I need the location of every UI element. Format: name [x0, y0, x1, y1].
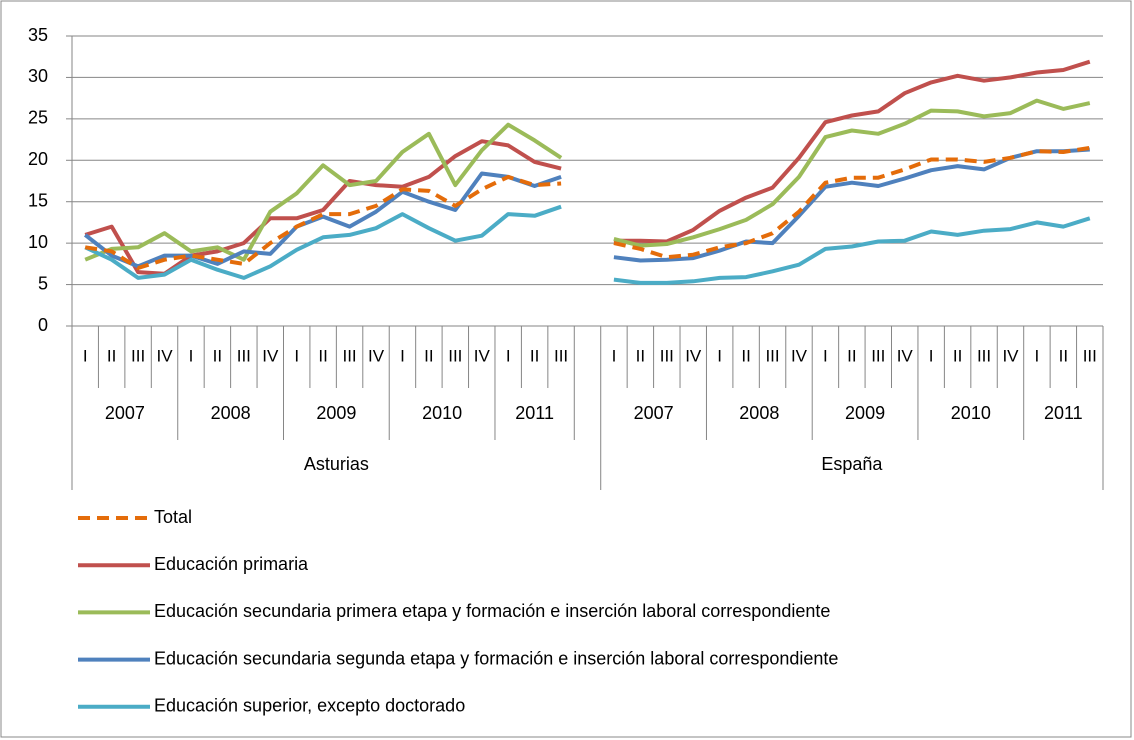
- legend-label: Educación secundaria segunda etapa y for…: [154, 648, 838, 668]
- y-tick-label: 30: [28, 66, 48, 86]
- x-tick-label: III: [237, 346, 251, 365]
- x-tick-label: II: [213, 346, 222, 365]
- category_years-label: 2009: [845, 403, 885, 423]
- category_years-label: 2011: [515, 403, 554, 423]
- x-tick-label: II: [107, 346, 116, 365]
- legend-label: Educación primaria: [154, 554, 309, 574]
- x-tick-label: IV: [156, 346, 173, 365]
- series-line: [84, 204, 562, 280]
- x-tick-label: II: [424, 346, 433, 365]
- series-line: [613, 145, 1091, 260]
- category_years-label: 2007: [634, 403, 674, 423]
- x-tick-label: II: [741, 346, 750, 365]
- category_years-label: 2010: [951, 403, 991, 423]
- category_regions-label: Asturias: [304, 454, 369, 474]
- x-tick-label: II: [953, 346, 962, 365]
- x-tick-label: II: [636, 346, 645, 365]
- series-line: [83, 171, 562, 269]
- x-tick-label: I: [400, 346, 405, 365]
- series-line: [613, 59, 1091, 244]
- x-tick-label: IV: [1002, 346, 1019, 365]
- y-tick-label: 5: [38, 273, 48, 293]
- y-tick-label: 25: [28, 108, 48, 128]
- x-tick-label: III: [765, 346, 779, 365]
- x-tick-label: III: [131, 346, 145, 365]
- x-tick-label: II: [530, 346, 539, 365]
- x-tick-label: IV: [791, 346, 808, 365]
- y-tick-label: 35: [28, 25, 48, 45]
- x-tick-label: I: [189, 346, 194, 365]
- x-tick-label: IV: [897, 346, 914, 365]
- x-tick-label: III: [554, 346, 568, 365]
- series-line: [613, 98, 1091, 248]
- x-tick-label: I: [506, 346, 511, 365]
- y-tick-label: 20: [28, 149, 48, 169]
- category_years-label: 2007: [105, 403, 145, 423]
- x-tick-label: I: [823, 346, 828, 365]
- x-tick-label: II: [318, 346, 327, 365]
- series-line: [613, 147, 1090, 263]
- x-tick-label: III: [977, 346, 991, 365]
- x-tick-label: III: [660, 346, 674, 365]
- legend-label: Educación secundaria primera etapa y for…: [154, 601, 830, 621]
- series-line: [84, 139, 562, 276]
- x-tick-label: I: [83, 346, 88, 365]
- category_years-label: 2008: [739, 403, 779, 423]
- x-tick-label: I: [294, 346, 299, 365]
- x-tick-label: II: [1059, 346, 1068, 365]
- series-line: [613, 216, 1091, 285]
- x-tick-label: IV: [262, 346, 279, 365]
- legend-label: Total: [154, 507, 192, 527]
- category_years-label: 2011: [1044, 403, 1083, 423]
- x-tick-label: III: [1083, 346, 1097, 365]
- series-line: [84, 174, 562, 270]
- x-tick-label: III: [342, 346, 356, 365]
- y-tick-label: 0: [38, 315, 48, 335]
- x-tick-label: IV: [474, 346, 491, 365]
- x-tick-label: I: [612, 346, 617, 365]
- y-tick-label: 10: [28, 232, 48, 252]
- x-tick-label: IV: [685, 346, 702, 365]
- x-tick-label: I: [1035, 346, 1040, 365]
- category_years-label: 2010: [422, 403, 462, 423]
- x-tick-label: IV: [368, 346, 385, 365]
- y-tick-label: 15: [28, 190, 48, 210]
- x-tick-label: II: [847, 346, 856, 365]
- category_years-label: 2009: [316, 403, 356, 423]
- x-tick-label: III: [871, 346, 885, 365]
- legend-label: Educación superior, excepto doctorado: [154, 696, 465, 716]
- category_years-label: 2008: [211, 403, 251, 423]
- x-tick-label: I: [717, 346, 722, 365]
- series-line: [84, 122, 563, 262]
- x-tick-label: III: [448, 346, 462, 365]
- category_regions-label: España: [821, 454, 883, 474]
- x-tick-label: I: [929, 346, 934, 365]
